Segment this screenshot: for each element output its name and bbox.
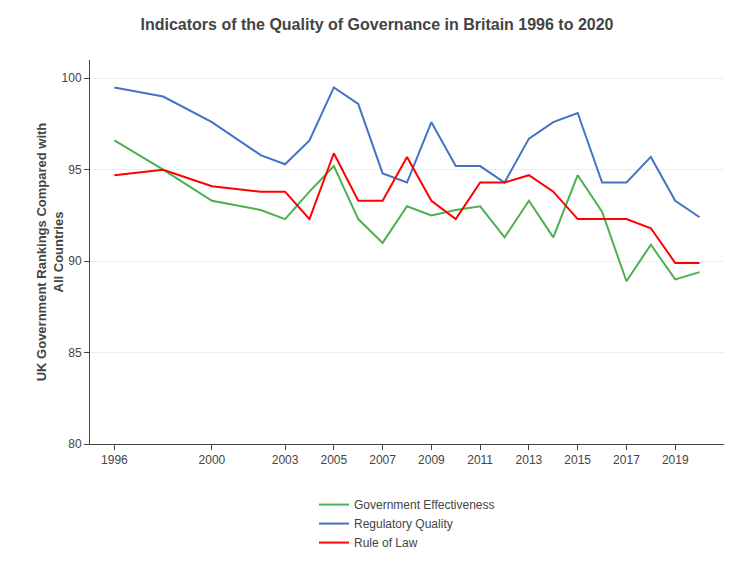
svg-text:2000: 2000 <box>199 453 226 467</box>
svg-text:80: 80 <box>68 437 82 451</box>
svg-text:2009: 2009 <box>418 453 445 467</box>
svg-text:2019: 2019 <box>662 453 689 467</box>
svg-text:100: 100 <box>62 71 82 85</box>
svg-text:2015: 2015 <box>564 453 591 467</box>
svg-text:2017: 2017 <box>613 453 640 467</box>
svg-text:2005: 2005 <box>320 453 347 467</box>
svg-text:UK Government Rankings Compare: UK Government Rankings Compared withAll … <box>34 123 66 382</box>
svg-text:85: 85 <box>68 346 82 360</box>
svg-text:2007: 2007 <box>369 453 396 467</box>
svg-text:95: 95 <box>68 163 82 177</box>
svg-text:90: 90 <box>68 254 82 268</box>
svg-text:2003: 2003 <box>272 453 299 467</box>
svg-text:2011: 2011 <box>467 453 493 467</box>
svg-text:Regulatory Quality: Regulatory Quality <box>354 517 453 531</box>
svg-text:2013: 2013 <box>516 453 543 467</box>
svg-text:Rule of Law: Rule of Law <box>354 536 418 550</box>
svg-text:Government Effectiveness: Government Effectiveness <box>354 498 495 512</box>
svg-text:1996: 1996 <box>101 453 128 467</box>
svg-text:Indicators of the Quality of G: Indicators of the Quality of Governance … <box>140 16 613 33</box>
